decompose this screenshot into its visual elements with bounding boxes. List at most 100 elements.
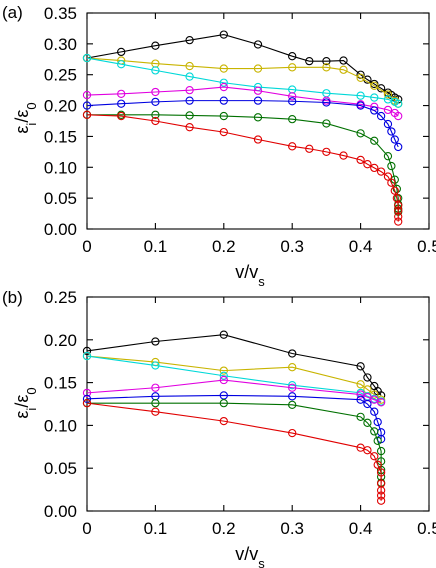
panel-a-series-6-point: [370, 163, 379, 173]
panel-a-series-2-point: [219, 78, 228, 87]
panel-a-series-2-point: [370, 93, 379, 102]
panel-b-series-4-point: [363, 399, 372, 409]
panel-a-series-2-point: [117, 60, 126, 69]
panel-a-x-tick-label: 0.1: [144, 237, 168, 256]
panel-a-series-6-point: [394, 212, 403, 221]
panel-a-series-6-point: [356, 155, 365, 165]
panel-a-y-tick-label: 0.05: [44, 189, 77, 208]
panel-b-series-0-point: [151, 337, 160, 346]
panel-a-series-2-point: [356, 91, 365, 100]
panel-a-series-2-point: [82, 53, 92, 63]
panel-a-y-axis-label-sub2: 0: [24, 102, 39, 109]
panel-a-series-4-point: [387, 127, 396, 136]
panel-a-y-axis-label-main: ε: [12, 126, 32, 134]
panel-a-series-4-point: [376, 111, 386, 121]
panel-a-x-axis-label: v/vs: [235, 262, 265, 289]
panel-a-series-4-point: [219, 96, 228, 105]
panel-a-series-2-line: [86, 57, 399, 105]
panel-b-series-1-line: [86, 355, 382, 401]
panel-a-series-3-line: [86, 86, 399, 117]
panel-a-series-0-point: [339, 56, 348, 65]
panel-a-series-0-point: [288, 52, 297, 61]
panel-a-series-4-point: [370, 106, 379, 115]
panel-b-series-5-point: [288, 400, 297, 410]
panel-a-y-tick-label: 0.35: [44, 4, 77, 23]
panel-a-series-1-point: [356, 73, 365, 82]
panel-a-series-5-point: [392, 184, 402, 194]
panel-b-x-tick-label: 0.1: [144, 519, 168, 538]
panel-a-series-3-point: [117, 89, 126, 98]
panel-a-series-4-point: [151, 97, 160, 107]
panel-a-series-5-line: [87, 114, 399, 212]
panel-b-series-0-line: [86, 334, 382, 396]
panel-a-series-0-point: [253, 40, 263, 49]
panel-b-series-0-point: [363, 373, 372, 382]
panel-b-series-6-point: [373, 460, 382, 469]
panel-a-series-5-point: [387, 161, 396, 171]
panel-a-series-2-point: [151, 66, 160, 75]
panel-a-y-tick-label: 0.00: [44, 220, 77, 239]
panel-b-x-axis-label-main: v/v: [235, 544, 258, 564]
panel-b-series-0-point: [219, 330, 228, 339]
panel-b-series-5-point: [219, 398, 228, 408]
panel-a-y-axis-label-mid: /ε: [12, 110, 32, 123]
panel-b-x-tick-label: 0: [82, 519, 91, 538]
panel-b-series-3-point: [151, 383, 160, 392]
panel-b-series-0-point: [82, 346, 92, 356]
panel-a-series-2-point: [185, 72, 194, 81]
panel-a-series-5-point: [370, 136, 379, 145]
panel-b-series-6-point: [82, 398, 92, 408]
panel-a-y-tick-label: 0.30: [44, 35, 77, 54]
panel-b-y-tick-label: 0.25: [44, 288, 77, 307]
panel-b-y-axis-label-main: ε: [12, 411, 32, 419]
panel-a-series-4-point: [383, 119, 393, 129]
panel-b-series-5-line: [87, 402, 382, 483]
panel-b-x-tick-label: 0.2: [212, 519, 236, 538]
panel-b-x-tick-label: 0.3: [280, 519, 304, 538]
panel-a-series-4-point: [288, 97, 297, 106]
panel-b-series-5-point: [356, 412, 365, 421]
panel-a-series-6-point: [394, 217, 403, 226]
panel-b-y-tick-label: 0.00: [44, 502, 77, 521]
panel-b-series-3-line: [86, 379, 382, 403]
panel-b-x-axis-label: v/vs: [235, 544, 265, 568]
panel-b-series-3-point: [288, 383, 297, 392]
panel-a-series-0-point: [322, 56, 331, 66]
panel-a-y-tick-label: 0.15: [44, 127, 77, 146]
panel-b-series-5-point: [370, 427, 379, 436]
panel-a-series-3-point: [151, 87, 160, 97]
panel-b-x-axis-label-sub: s: [258, 556, 265, 568]
panel-b-y-axis-label-sub1: i: [24, 408, 39, 411]
panel-a-series-6-point: [390, 186, 399, 195]
panel-b-series-4-point: [82, 394, 92, 404]
panel-b-series-6-line: [86, 402, 382, 501]
panel-a-series-1-point: [288, 63, 297, 72]
panel-b-y-tick-label: 0.20: [44, 331, 77, 350]
panel-a-series-0-point: [219, 30, 228, 39]
panel-a-series-1-point: [370, 81, 379, 90]
panel-a-series-0-point: [185, 36, 194, 45]
panel-a-series-6-point: [288, 142, 297, 151]
panel-a-series-1-point: [219, 64, 228, 73]
panel-b-series-4-point: [356, 395, 365, 404]
panel-b-y-tick-label: 0.15: [44, 374, 77, 393]
panel-b-series-6-point: [219, 416, 228, 426]
panel-a-series-6-point: [394, 206, 403, 215]
panel-a-series-6-point: [117, 111, 126, 121]
panel-a-series-5-point: [219, 111, 228, 121]
panel-a-x-tick-label: 0.2: [212, 237, 236, 256]
panel-a-series-3-point: [383, 105, 393, 115]
panel-a-y-axis-label: εi/ε0: [12, 102, 39, 133]
panel-a-x-axis-label-sub: s: [258, 274, 265, 289]
panel-a-x-tick-label: 0.5: [417, 237, 436, 256]
panel-a-series-6-point: [151, 116, 160, 126]
panel-a-series-4-point: [356, 101, 365, 110]
panel-b-series-4-point: [370, 407, 379, 416]
panel-a-series-0-point: [151, 41, 160, 50]
panel-a-series-4-point: [322, 98, 331, 107]
panel-a-y-axis-label-sub1: i: [24, 123, 39, 126]
panel-a-series-6-point: [394, 201, 403, 210]
panel-b-series-6-point: [376, 491, 386, 500]
panel-a-series-5-point: [253, 113, 263, 122]
